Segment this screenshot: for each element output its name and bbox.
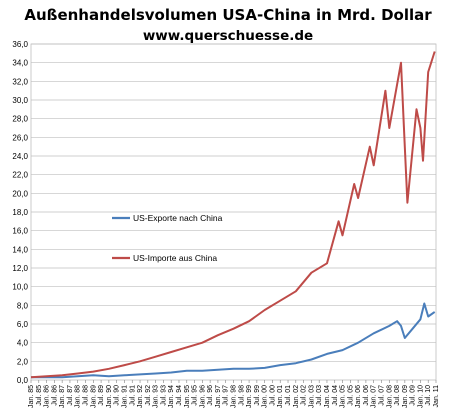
x-tick-label: Jan. 10 xyxy=(417,385,424,408)
x-tick-label: Jan. 11 xyxy=(433,385,440,408)
x-tick-label: Jul. 99 xyxy=(254,385,261,406)
x-tick-label: Jul. 02 xyxy=(301,385,308,406)
x-tick-label: Jan. 00 xyxy=(262,385,269,408)
x-tick-label: Jul. 00 xyxy=(269,385,276,406)
x-tick-label: Jul. 03 xyxy=(316,385,323,406)
x-tick-label: Jan. 05 xyxy=(340,385,347,408)
series-line-imports xyxy=(30,51,436,379)
x-tick-label: Jul. 96 xyxy=(207,385,214,406)
y-tick-label: 16,0 xyxy=(12,227,28,236)
x-tick-label: Jul. 86 xyxy=(51,385,58,406)
x-tick-label: Jul. 90 xyxy=(114,385,121,406)
y-tick-label: 4,0 xyxy=(17,339,29,348)
y-tick-label: 28,0 xyxy=(12,115,28,124)
gridlines xyxy=(31,43,436,362)
x-tick-label: Jan. 02 xyxy=(293,385,300,408)
x-tick-label: Jan. 07 xyxy=(371,385,378,408)
x-tick-label: Jul. 05 xyxy=(347,385,354,406)
x-axis: Jan. 85 Jul. 85 Jan. 86 Jul. 86 Jan. 87 Jul. … xyxy=(28,380,440,408)
y-tick-label: 10,0 xyxy=(12,283,28,292)
x-tick-label: Jan. 99 xyxy=(246,385,253,408)
x-tick-label: Jul. 89 xyxy=(98,385,105,406)
x-tick-label: Jan. 86 xyxy=(44,385,51,408)
y-tick-label: 34,0 xyxy=(12,59,28,68)
x-tick-label: Jan. 97 xyxy=(215,385,222,408)
x-tick-label: Jan. 01 xyxy=(277,385,284,408)
x-tick-label: Jan. 96 xyxy=(199,385,206,408)
x-tick-label: Jan. 08 xyxy=(386,385,393,408)
x-tick-label: Jan. 09 xyxy=(402,385,409,408)
x-tick-label: Jan. 95 xyxy=(184,385,191,408)
y-tick-label: 2,0 xyxy=(17,357,29,366)
chart-subtitle: www.querschuesse.de xyxy=(143,28,313,44)
x-tick-label: Jan. 87 xyxy=(59,385,66,408)
y-tick-label: 26,0 xyxy=(12,133,28,142)
x-tick-label: Jan. 91 xyxy=(121,385,128,408)
x-tick-label: Jul. 95 xyxy=(192,385,199,406)
x-tick-label: Jul. 01 xyxy=(285,385,292,406)
y-tick-label: 20,0 xyxy=(12,189,28,198)
legend: US-Exporte nach China US-Importe aus Chin… xyxy=(112,213,223,263)
y-tick-label: 30,0 xyxy=(12,96,28,105)
x-tick-label: Jul. 07 xyxy=(378,385,385,406)
x-tick-label: Jan. 98 xyxy=(231,385,238,408)
series-line-exports xyxy=(31,302,436,379)
x-tick-label: Jul. 93 xyxy=(160,385,167,406)
x-tick-label: Jan. 92 xyxy=(137,385,144,408)
x-tick-label: Jul. 92 xyxy=(145,385,152,406)
x-tick-label: Jul. 06 xyxy=(363,385,370,406)
x-tick-label: Jan. 04 xyxy=(324,385,331,408)
x-tick-label: Jul. 97 xyxy=(223,385,230,406)
y-axis: 0,0 2,0 4,0 6,0 8,0 10,0 12,0 14,0 16,0 18,0 20,0 2… xyxy=(12,40,28,385)
x-tick-label: Jan. 94 xyxy=(168,385,175,408)
y-tick-label: 12,0 xyxy=(12,264,28,273)
y-tick-label: 32,0 xyxy=(12,77,28,86)
chart-title: Außenhandelsvolumen USA-China in Mrd. Do… xyxy=(24,6,432,24)
x-tick-label: Jan. 06 xyxy=(355,385,362,408)
x-tick-label: Jul. 09 xyxy=(410,385,417,406)
x-tick-label: Jul. 08 xyxy=(394,385,401,406)
x-tick-label: Jul. 10 xyxy=(425,385,432,406)
x-tick-label: Jul. 94 xyxy=(176,385,183,406)
x-tick-label: Jul. 88 xyxy=(83,385,90,406)
y-tick-label: 24,0 xyxy=(12,152,28,161)
y-tick-label: 18,0 xyxy=(12,208,28,217)
x-tick-label: Jul. 98 xyxy=(238,385,245,406)
series-lines xyxy=(30,51,436,379)
y-tick-label: 6,0 xyxy=(17,320,29,329)
x-tick-label: Jul. 85 xyxy=(36,385,43,406)
y-tick-label: 36,0 xyxy=(12,40,28,49)
x-tick-label: Jan. 89 xyxy=(90,385,97,408)
legend-label: US-Exporte nach China xyxy=(133,213,223,223)
y-tick-label: 22,0 xyxy=(12,171,28,180)
y-tick-label: 8,0 xyxy=(17,301,29,310)
y-tick-label: 14,0 xyxy=(12,245,28,254)
y-tick-label: 0,0 xyxy=(17,376,29,385)
x-tick-label: Jul. 04 xyxy=(332,385,339,406)
x-tick-label: Jan. 90 xyxy=(106,385,113,408)
x-tick-label: Jan. 03 xyxy=(308,385,315,408)
x-tick-label: Jan. 93 xyxy=(153,385,160,408)
x-tick-label: Jul. 87 xyxy=(67,385,74,406)
legend-label: US-Importe aus China xyxy=(133,253,217,263)
x-tick-label: Jan. 85 xyxy=(28,385,35,408)
x-tick-label: Jan. 88 xyxy=(75,385,82,408)
x-tick-label: Jul. 91 xyxy=(129,385,136,406)
